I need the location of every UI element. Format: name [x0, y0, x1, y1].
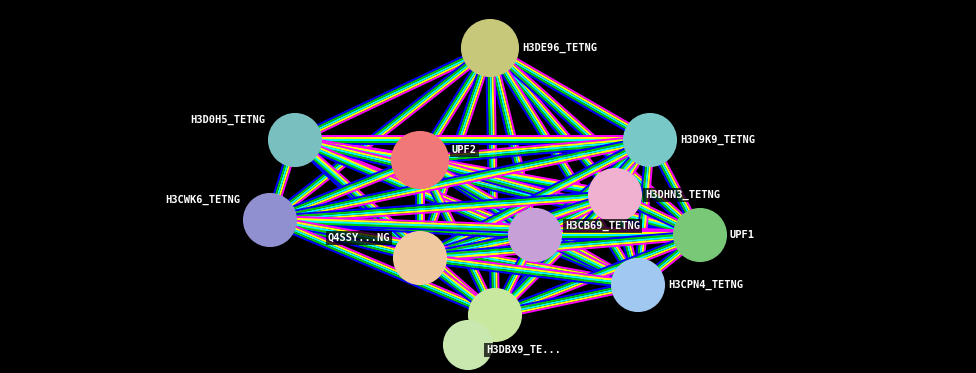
Text: UPF2: UPF2 [452, 145, 477, 156]
Circle shape [444, 321, 492, 369]
Text: H3D0H5_TETNG: H3D0H5_TETNG [190, 115, 265, 125]
Circle shape [394, 232, 446, 284]
Text: H3CB69_TETNG: H3CB69_TETNG [565, 221, 640, 231]
Circle shape [269, 114, 321, 166]
Text: Q4SSY...NG: Q4SSY...NG [328, 233, 390, 243]
Circle shape [589, 169, 641, 221]
Circle shape [624, 114, 676, 166]
Circle shape [244, 194, 296, 246]
Text: H3D9K9_TETNG: H3D9K9_TETNG [680, 135, 755, 145]
Text: UPF1: UPF1 [730, 230, 755, 240]
Text: H3DHN3_TETNG: H3DHN3_TETNG [645, 190, 720, 200]
Text: H3DE96_TETNG: H3DE96_TETNG [522, 43, 597, 53]
Circle shape [674, 209, 726, 261]
Circle shape [469, 289, 521, 341]
Circle shape [392, 132, 448, 188]
Circle shape [509, 209, 561, 261]
Circle shape [612, 259, 664, 311]
Text: H3CPN4_TETNG: H3CPN4_TETNG [668, 280, 743, 290]
Text: H3DBX9_TE...: H3DBX9_TE... [486, 345, 561, 355]
Circle shape [462, 20, 518, 76]
Text: H3CWK6_TETNG: H3CWK6_TETNG [165, 195, 240, 205]
